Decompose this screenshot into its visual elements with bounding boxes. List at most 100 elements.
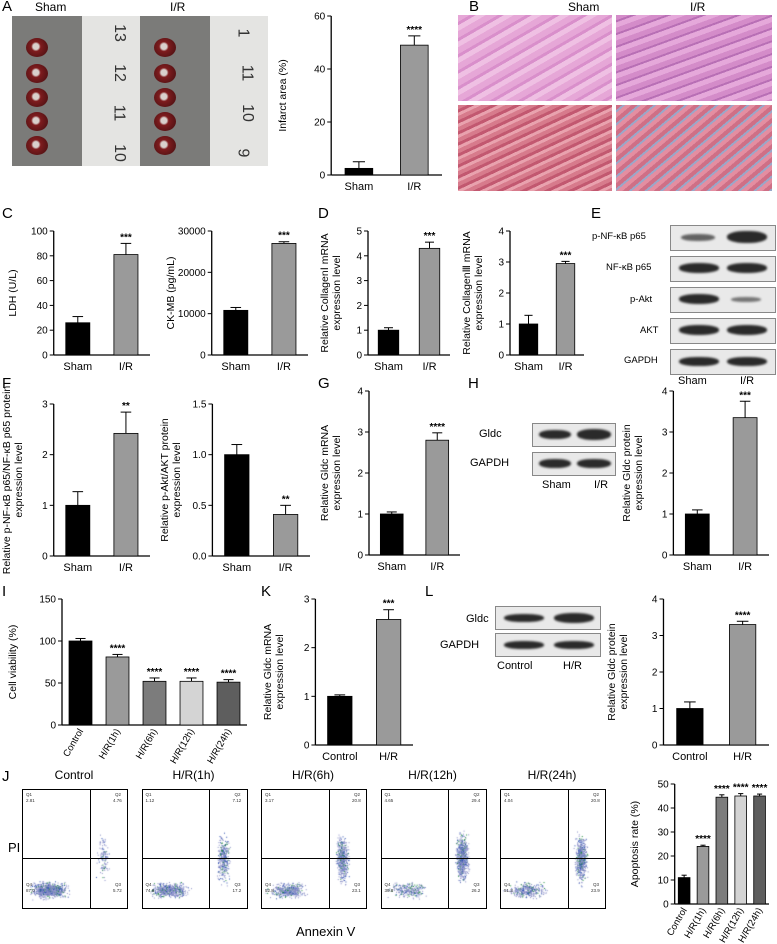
flow-plot-title: Control	[54, 768, 94, 782]
heart-slice	[154, 64, 176, 83]
y-tick-label: 20	[658, 852, 670, 863]
y-tick-label: 2	[356, 301, 362, 312]
blot-label: GAPDH	[624, 355, 658, 366]
flow-dots	[501, 790, 605, 908]
quadrant-name: Q3	[473, 882, 480, 887]
y-axis-label: expression level	[331, 435, 343, 510]
y-tick-label: 150	[39, 595, 56, 606]
flow-plot-title: H/R(12h)	[408, 768, 457, 782]
y-tick-label: 40	[37, 301, 49, 312]
he-stain-ir	[616, 15, 772, 101]
y-axis-label: LDH (U/L)	[7, 269, 19, 316]
flow-scatter-plot: Q1 2.81 Q2 4.76 Q4 87.0 Q3 5.72	[22, 789, 128, 909]
x-tick-label: H/R(12h)	[168, 727, 197, 766]
heart-slice	[154, 112, 176, 131]
bar	[676, 708, 704, 746]
bar	[377, 329, 400, 356]
quadrant-name: Q3	[354, 882, 361, 887]
significance-label: ****	[733, 783, 749, 794]
y-tick-label: 3	[356, 276, 362, 287]
y-axis-label: Apoptosis rate (%)	[629, 801, 641, 887]
quadrant-value: 23.1	[352, 888, 361, 893]
blot-strip	[495, 606, 601, 630]
chart-ckmb: 0 10000 20000 30000 CK-MB (pg/mL) Sham *** I/R	[165, 227, 308, 373]
bar	[273, 514, 299, 557]
quadrant-value: 5.72	[113, 888, 122, 893]
x-tick-label: Sham	[374, 361, 403, 373]
x-tick-label: Sham	[63, 562, 92, 574]
blot-label: GAPDH	[470, 457, 510, 469]
bar	[379, 513, 404, 556]
quadrant-value: 3.17	[265, 798, 274, 803]
y-tick-label: 0	[50, 721, 56, 732]
flow-plot-title: H/R(6h)	[291, 768, 334, 782]
y-axis-label: expression level	[274, 634, 286, 709]
x-tick-label: Sham	[683, 561, 712, 573]
bar	[271, 242, 297, 356]
chart-gldc-protein-hr: 0 1 2 3 4 Relative Gldc protein expression lev…	[606, 595, 769, 763]
bar	[734, 795, 747, 905]
flow-plot-title: H/R(24h)	[527, 768, 577, 782]
flow-dots	[262, 790, 366, 908]
quadrant-line-horizontal	[501, 858, 605, 860]
y-tick-label: 1	[662, 510, 668, 521]
y-tick-label: 0	[320, 171, 326, 182]
blot-label: p-NF-κB p65	[592, 231, 646, 242]
quadrant-value: 39.8	[384, 888, 394, 893]
blot-strip	[495, 633, 601, 657]
bar	[113, 432, 139, 557]
panel-label-a: A	[2, 0, 13, 15]
heart-slice	[26, 88, 48, 107]
bar	[729, 624, 757, 746]
blot-group: Sham	[542, 479, 571, 491]
quadrant-line-vertical	[89, 790, 91, 908]
quadrant-value: 4.04	[504, 798, 513, 803]
blot-group: Sham	[678, 375, 707, 387]
chart-ldh: 0 20 40 60 80 100 LDH (U/L) Sham *** I/R	[7, 227, 150, 373]
masson-stain-ir	[616, 105, 772, 191]
heart-photo-ir: 1 11 10 9	[140, 16, 268, 166]
y-axis-label: Relative p-NF-κB p65/NF-κB p65 protein	[1, 386, 13, 575]
quadrant-line-horizontal	[381, 858, 486, 860]
x-tick-label: Sham	[63, 361, 92, 373]
y-tick-label: 1	[356, 326, 362, 337]
blot-strip	[532, 452, 616, 476]
quadrant-line-horizontal	[142, 858, 247, 860]
photo-title-ir: I/R	[170, 0, 186, 14]
flow-scatter-plot: Q1 4.04 Q2 20.8 Q4 51.3 Q3 23.9	[500, 789, 606, 909]
flow-scatter-plot: Q1 1.12 Q2 7.12 Q4 74.6 Q3 17.2	[141, 789, 248, 909]
panel-label-k: K	[261, 583, 272, 600]
panel-label-c: C	[2, 205, 13, 222]
x-tick-label: H/R(24h)	[205, 727, 234, 766]
quadrant-line-vertical	[328, 790, 330, 908]
chart-gldc-protein: 0 1 2 3 4 Relative Gldc protein expression lev…	[621, 387, 769, 573]
blot-strip	[670, 349, 776, 375]
quadrant-value: 4.65	[384, 798, 394, 803]
quadrant-value: 1.12	[145, 798, 155, 803]
y-tick-label: 0	[498, 351, 504, 362]
significance-label: ****	[752, 783, 768, 794]
y-tick-label: 3	[357, 428, 363, 439]
y-tick-label: 2	[652, 668, 658, 679]
panel-label-g: G	[318, 375, 330, 392]
y-tick-label: 100	[39, 637, 56, 648]
x-tick-label: Sham	[377, 561, 406, 573]
blot-strip	[670, 287, 776, 313]
blot-label: AKT	[640, 325, 659, 336]
y-tick-label: 2	[662, 469, 668, 480]
ruler-num: 9	[234, 148, 252, 158]
blot-group: I/R	[740, 375, 755, 387]
y-axis-label: expression level	[13, 442, 25, 517]
x-tick-label: Control	[672, 751, 707, 763]
x-tick-label: I/R	[422, 361, 436, 373]
y-axis-label: Cell viability (%)	[7, 625, 19, 700]
quadrant-name: Q4	[145, 882, 152, 887]
significance-label: ***	[560, 250, 572, 261]
blot-group: I/R	[594, 479, 609, 491]
photo-title-sham: Sham	[35, 0, 67, 14]
ruler-num: 1	[234, 28, 252, 38]
y-tick-label: 0	[357, 551, 363, 562]
heart-slice	[154, 136, 176, 155]
y-tick-label: 3	[42, 400, 48, 411]
y-tick-label: 0	[42, 351, 48, 362]
